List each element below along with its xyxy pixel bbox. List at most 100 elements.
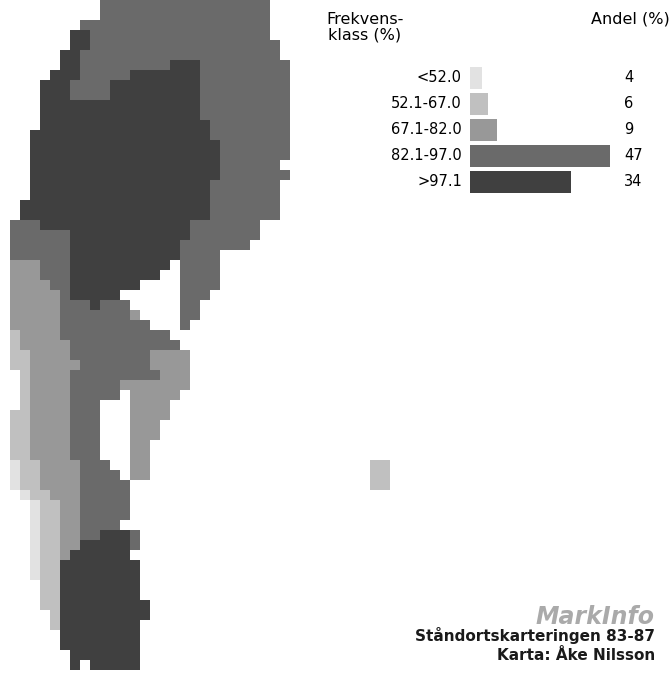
Bar <box>200 90 210 100</box>
Bar <box>160 130 170 140</box>
Bar <box>150 80 160 90</box>
Bar <box>70 590 80 600</box>
Bar <box>100 610 110 620</box>
Bar <box>80 600 90 610</box>
Bar <box>40 370 50 380</box>
Bar <box>30 310 40 320</box>
Bar <box>80 520 90 530</box>
Bar <box>30 540 40 550</box>
Bar <box>270 60 280 70</box>
Bar <box>220 210 230 220</box>
Bar <box>20 360 30 370</box>
Bar <box>30 190 40 200</box>
Bar <box>200 20 210 30</box>
Bar <box>110 300 120 310</box>
Bar <box>110 320 120 330</box>
Bar <box>130 450 140 460</box>
Bar <box>20 480 30 490</box>
Bar <box>150 120 160 130</box>
Bar <box>40 90 50 100</box>
Bar <box>190 30 200 40</box>
Bar <box>60 190 70 200</box>
Bar <box>230 10 240 20</box>
Bar <box>20 450 30 460</box>
Bar <box>70 420 80 430</box>
Bar <box>110 280 120 290</box>
Bar <box>60 500 70 510</box>
Bar <box>80 80 90 90</box>
Bar <box>60 450 70 460</box>
Bar <box>270 80 280 90</box>
Bar <box>190 250 200 260</box>
Bar <box>140 200 150 210</box>
Bar <box>220 120 230 130</box>
Bar <box>120 160 130 170</box>
Bar <box>110 660 120 670</box>
Bar <box>150 260 160 270</box>
Bar <box>220 170 230 180</box>
Bar <box>120 620 130 630</box>
Bar <box>100 270 110 280</box>
Bar <box>280 60 290 70</box>
Bar <box>180 80 190 90</box>
Bar <box>170 350 180 360</box>
Bar <box>170 0 180 10</box>
Bar <box>90 640 100 650</box>
Bar <box>60 180 70 190</box>
Bar <box>260 170 270 180</box>
Bar <box>90 420 100 430</box>
Bar <box>40 110 50 120</box>
Bar <box>200 170 210 180</box>
Bar <box>250 70 260 80</box>
Bar <box>150 410 160 420</box>
Bar <box>270 200 280 210</box>
Bar <box>140 420 150 430</box>
Bar <box>70 560 80 570</box>
Bar <box>260 60 270 70</box>
Bar <box>70 410 80 420</box>
Bar <box>120 240 130 250</box>
Bar <box>100 560 110 570</box>
Bar <box>280 90 290 100</box>
Bar <box>270 130 280 140</box>
Bar <box>110 190 120 200</box>
Bar <box>20 220 30 230</box>
Bar <box>140 20 150 30</box>
Bar <box>240 60 250 70</box>
Bar <box>10 230 20 240</box>
Bar <box>80 230 90 240</box>
Bar <box>160 390 170 400</box>
Bar <box>100 260 110 270</box>
Bar <box>270 210 280 220</box>
Bar <box>140 270 150 280</box>
Bar <box>20 460 30 470</box>
Bar <box>160 250 170 260</box>
Bar <box>60 70 70 80</box>
Bar <box>180 190 190 200</box>
Bar <box>80 20 90 30</box>
Bar <box>60 270 70 280</box>
Bar <box>120 530 130 540</box>
Bar <box>60 390 70 400</box>
Bar <box>200 80 210 90</box>
Bar <box>190 290 200 300</box>
Bar <box>160 350 170 360</box>
Bar <box>150 230 160 240</box>
Bar <box>120 650 130 660</box>
Bar <box>50 190 60 200</box>
Bar <box>150 130 160 140</box>
Bar <box>260 180 270 190</box>
Bar <box>120 150 130 160</box>
Bar <box>160 100 170 110</box>
Bar <box>160 340 170 350</box>
Bar <box>100 80 110 90</box>
Bar <box>240 110 250 120</box>
Bar <box>60 300 70 310</box>
Bar <box>220 220 230 230</box>
Bar <box>130 310 140 320</box>
Bar <box>270 100 280 110</box>
Bar <box>140 320 150 330</box>
Bar <box>90 150 100 160</box>
Bar <box>60 540 70 550</box>
Bar <box>110 510 120 520</box>
